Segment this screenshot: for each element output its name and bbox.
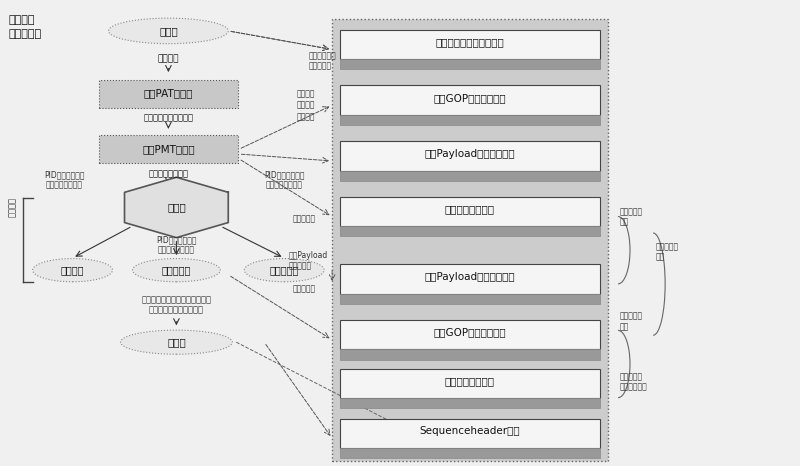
FancyBboxPatch shape bbox=[340, 294, 600, 304]
Text: 真正开始记录数据: 真正开始记录数据 bbox=[149, 169, 189, 178]
Text: 找到PAT数据块: 找到PAT数据块 bbox=[144, 89, 193, 99]
FancyBboxPatch shape bbox=[340, 418, 600, 448]
Text: 视频数据块: 视频数据块 bbox=[162, 265, 191, 275]
FancyBboxPatch shape bbox=[340, 85, 600, 115]
Text: 音频索引（一级）: 音频索引（一级） bbox=[445, 204, 495, 214]
Text: PID值为节目流中
记录的音频数据块: PID值为节目流中 记录的音频数据块 bbox=[264, 170, 305, 189]
Ellipse shape bbox=[109, 18, 228, 44]
Text: 预留空间: 预留空间 bbox=[296, 101, 314, 110]
Text: 视频Payload
的反义链块: 视频Payload 的反义链块 bbox=[288, 251, 327, 271]
FancyBboxPatch shape bbox=[340, 350, 600, 360]
FancyBboxPatch shape bbox=[98, 80, 238, 108]
FancyBboxPatch shape bbox=[98, 136, 238, 163]
FancyBboxPatch shape bbox=[340, 197, 600, 226]
Text: 继续搜索: 继续搜索 bbox=[8, 198, 17, 218]
Text: 索引文件
生成示意图: 索引文件 生成示意图 bbox=[9, 14, 42, 39]
Text: 文件头（基本文件信息）: 文件头（基本文件信息） bbox=[435, 37, 504, 47]
Text: 数据块: 数据块 bbox=[167, 202, 186, 212]
FancyBboxPatch shape bbox=[340, 115, 600, 125]
Ellipse shape bbox=[133, 259, 220, 282]
Text: 只写完整的
视音频流信息: 只写完整的 视音频流信息 bbox=[620, 372, 647, 391]
Text: 找到PMT数据块: 找到PMT数据块 bbox=[142, 144, 194, 154]
Text: 何写是数据流
的基本信息: 何写是数据流 的基本信息 bbox=[308, 51, 336, 71]
Text: 其他数据: 其他数据 bbox=[61, 265, 84, 275]
Ellipse shape bbox=[121, 330, 232, 354]
Text: PID值为节目流中
记录的视频数据块: PID值为节目流中 记录的视频数据块 bbox=[156, 235, 197, 254]
Polygon shape bbox=[125, 177, 228, 238]
Text: 预留空间: 预留空间 bbox=[296, 89, 314, 98]
FancyBboxPatch shape bbox=[340, 264, 600, 294]
FancyBboxPatch shape bbox=[340, 59, 600, 69]
Text: 索回段大小
固定: 索回段大小 固定 bbox=[620, 312, 642, 331]
FancyBboxPatch shape bbox=[340, 226, 600, 236]
Text: 预留空间: 预留空间 bbox=[296, 112, 314, 121]
Ellipse shape bbox=[33, 259, 113, 282]
Text: 记录下节目流外表信息: 记录下节目流外表信息 bbox=[143, 113, 194, 122]
Text: 按次部记录: 按次部记录 bbox=[292, 284, 315, 293]
Text: 开始搜索: 开始搜索 bbox=[158, 54, 179, 63]
Text: 音频数据块: 音频数据块 bbox=[270, 265, 299, 275]
FancyBboxPatch shape bbox=[340, 448, 600, 458]
Text: 视频GOP索引（一级）: 视频GOP索引（一级） bbox=[434, 93, 506, 103]
FancyBboxPatch shape bbox=[340, 171, 600, 181]
Text: 视频Payload索引（一级）: 视频Payload索引（一级） bbox=[425, 149, 515, 158]
Text: 流预设大小
固定: 流预设大小 固定 bbox=[655, 242, 678, 261]
FancyBboxPatch shape bbox=[340, 141, 600, 171]
Text: 视频Payload索引（二级）: 视频Payload索引（二级） bbox=[425, 272, 515, 281]
Text: 得到第一次有效的视频数据之后
分析头帧数据后成块记录: 得到第一次有效的视频数据之后 分析头帧数据后成块记录 bbox=[142, 295, 211, 315]
FancyBboxPatch shape bbox=[332, 19, 608, 461]
Text: 视频GOP索引（二级）: 视频GOP索引（二级） bbox=[434, 328, 506, 337]
Text: Sequenceheader数据: Sequenceheader数据 bbox=[419, 426, 520, 436]
FancyBboxPatch shape bbox=[340, 30, 600, 59]
Text: 文件尾: 文件尾 bbox=[167, 337, 186, 347]
Text: 索回段大小
固定: 索回段大小 固定 bbox=[620, 207, 642, 226]
Ellipse shape bbox=[244, 259, 324, 282]
FancyBboxPatch shape bbox=[340, 369, 600, 398]
Text: 按次部记录: 按次部记录 bbox=[292, 214, 315, 224]
FancyBboxPatch shape bbox=[340, 320, 600, 350]
FancyBboxPatch shape bbox=[340, 398, 600, 408]
Text: 文件头: 文件头 bbox=[159, 26, 178, 36]
Text: PID值为节目流中
记示的其他数据块: PID值为节目流中 记示的其他数据块 bbox=[44, 170, 85, 189]
Text: 音频索引（二级）: 音频索引（二级） bbox=[445, 376, 495, 386]
